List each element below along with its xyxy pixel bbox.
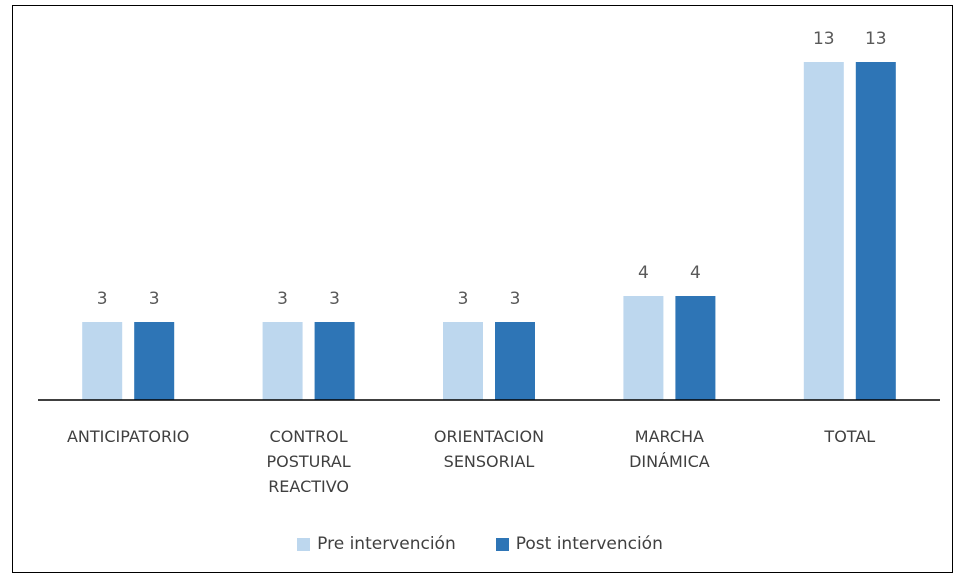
- data-label: 3: [458, 289, 469, 309]
- legend-item: Pre intervención: [297, 534, 456, 554]
- legend: Pre intervención Post intervención: [0, 534, 960, 554]
- data-label: 3: [149, 289, 160, 309]
- bar: [262, 322, 303, 400]
- data-label: 3: [97, 289, 108, 309]
- data-label: 3: [510, 289, 521, 309]
- data-label: 3: [329, 289, 340, 309]
- data-label: 4: [690, 263, 701, 283]
- x-tick-label: CONTROL POSTURAL REACTIVO: [266, 427, 351, 496]
- bar: [675, 296, 716, 400]
- data-label: 3: [277, 289, 288, 309]
- bar: [443, 322, 483, 400]
- bar: [855, 62, 896, 400]
- data-label: 4: [638, 263, 649, 283]
- legend-swatch: [297, 537, 311, 551]
- bar: [623, 296, 664, 400]
- bar: [134, 322, 175, 400]
- bar: [82, 322, 123, 400]
- x-tick-label: MARCHA DINÁMICA: [629, 427, 710, 471]
- x-tick-label: ORIENTACION SENSORIAL: [433, 427, 545, 471]
- x-tick-label: ANTICIPATORIO: [66, 427, 190, 446]
- legend-label: Pre intervención: [317, 534, 456, 554]
- data-label: 13: [865, 29, 887, 49]
- x-tick-label: TOTAL: [824, 427, 876, 446]
- legend-swatch: [495, 537, 509, 551]
- bar: [495, 322, 535, 400]
- bar: [314, 322, 355, 400]
- chart-frame: [12, 5, 953, 573]
- legend-item: Post intervención: [495, 534, 663, 554]
- legend-label: Post intervención: [515, 534, 663, 554]
- data-label: 13: [813, 29, 835, 49]
- bar: [803, 62, 844, 400]
